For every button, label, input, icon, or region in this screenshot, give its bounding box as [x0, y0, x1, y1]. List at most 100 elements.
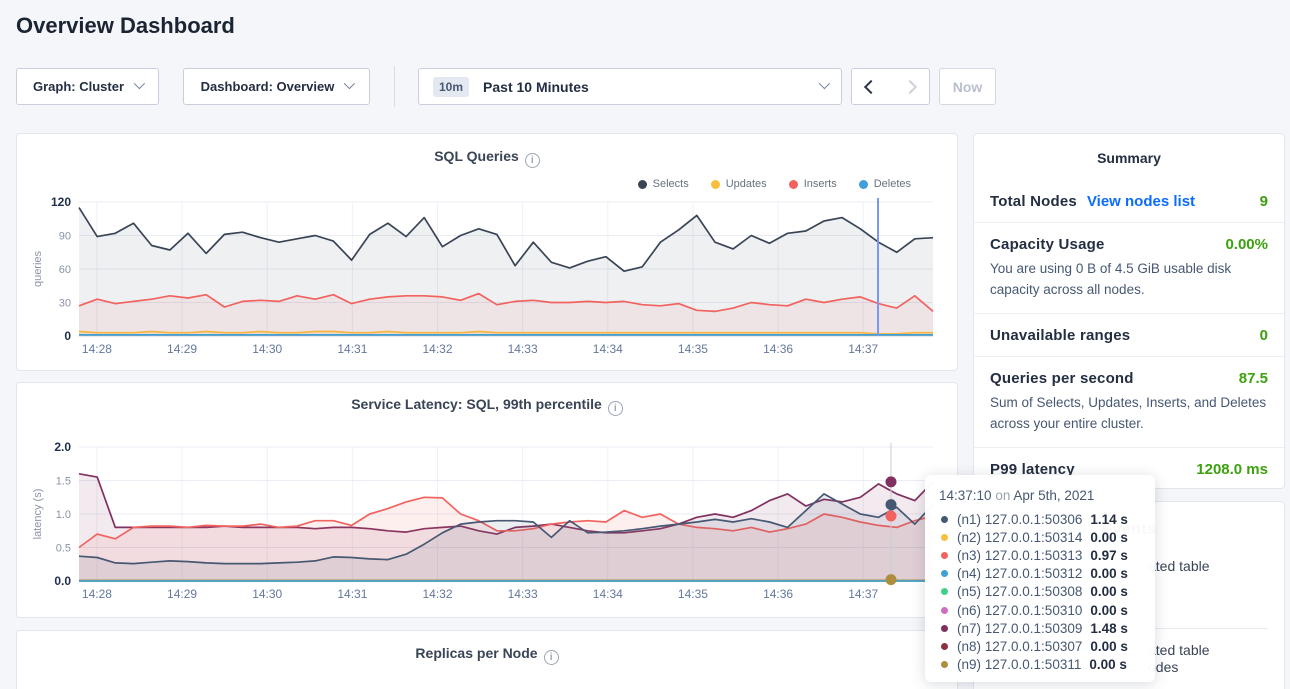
legend-item[interactable]: Updates: [711, 178, 767, 190]
tooltip-node-list: (n1) 127.0.0.1:503061.14 s(n2) 127.0.0.1…: [939, 510, 1141, 674]
info-icon[interactable]: i: [608, 401, 623, 416]
summary-row-capacity: Capacity Usage 0.00% You are using 0 B o…: [974, 222, 1284, 313]
time-forward-button[interactable]: [890, 68, 930, 105]
tooltip-date: Apr 5th, 2021: [1013, 488, 1094, 503]
svg-text:120: 120: [51, 195, 71, 209]
controls-divider: [394, 66, 395, 107]
now-button-label: Now: [953, 79, 983, 95]
svg-text:14:32: 14:32: [422, 342, 452, 356]
view-nodes-list-link[interactable]: View nodes list: [1087, 193, 1195, 210]
svg-text:queries: queries: [32, 250, 44, 287]
unavailable-ranges-label: Unavailable ranges: [990, 327, 1130, 344]
summary-row-qps: Queries per second 87.5 Sum of Selects, …: [974, 356, 1284, 447]
svg-text:0: 0: [64, 329, 71, 343]
now-button[interactable]: Now: [939, 68, 996, 105]
svg-text:14:30: 14:30: [252, 587, 282, 601]
graph-scope-dropdown[interactable]: Graph: Cluster: [16, 68, 159, 105]
svg-text:14:30: 14:30: [252, 342, 282, 356]
summary-heading: Summary: [974, 134, 1284, 176]
service-latency-title-text: Service Latency: SQL, 99th percentile: [351, 396, 602, 412]
tooltip-node-row: (n2) 127.0.0.1:50314 0.00 s: [939, 528, 1141, 546]
legend-dot: [638, 180, 647, 189]
legend-dot: [711, 180, 720, 189]
chevron-left-icon: [864, 79, 878, 93]
graph-scope-label: Graph: Cluster: [33, 79, 124, 94]
tooltip-node-row: (n8) 127.0.0.1:50307 0.00 s: [939, 637, 1141, 655]
tooltip-node-row: (n3) 127.0.0.1:50313 0.97 s: [939, 546, 1141, 564]
svg-text:14:34: 14:34: [593, 342, 623, 356]
legend-item[interactable]: Deletes: [859, 178, 911, 190]
node-address: (n4) 127.0.0.1:50312: [957, 566, 1082, 581]
legend-label: Deletes: [874, 178, 911, 190]
legend-dot: [789, 180, 798, 189]
svg-text:14:36: 14:36: [763, 342, 793, 356]
info-icon[interactable]: i: [525, 153, 540, 168]
dashboard-label: Dashboard: Overview: [201, 79, 335, 94]
time-range-dropdown[interactable]: 10m Past 10 Minutes: [418, 68, 842, 105]
svg-text:1.0: 1.0: [56, 509, 71, 521]
chevron-down-icon: [344, 77, 355, 88]
info-icon[interactable]: i: [544, 650, 559, 665]
time-back-button[interactable]: [851, 68, 891, 105]
node-color-dot: [941, 661, 948, 668]
node-latency-value: 1.48 s: [1090, 621, 1128, 636]
time-range-badge: 10m: [433, 77, 469, 97]
chevron-down-icon: [134, 77, 145, 88]
svg-text:14:28: 14:28: [82, 342, 112, 356]
capacity-usage-description: You are using 0 B of 4.5 GiB usable disk…: [990, 259, 1268, 301]
node-address: (n8) 127.0.0.1:50307: [957, 639, 1082, 654]
node-color-dot: [941, 516, 948, 523]
capacity-usage-label: Capacity Usage: [990, 236, 1105, 253]
svg-text:14:36: 14:36: [763, 587, 793, 601]
svg-text:14:34: 14:34: [593, 587, 623, 601]
chart-hover-tooltip: 14:37:10 on Apr 5th, 2021 (n1) 127.0.0.1…: [925, 475, 1155, 682]
summary-row-total-nodes: Total Nodes View nodes list 9: [974, 176, 1284, 222]
qps-label: Queries per second: [990, 370, 1134, 387]
legend-item[interactable]: Inserts: [789, 178, 837, 190]
svg-text:14:31: 14:31: [337, 587, 367, 601]
total-nodes-label: Total Nodes: [990, 193, 1077, 210]
total-nodes-value: 9: [1260, 193, 1268, 210]
tooltip-node-row: (n1) 127.0.0.1:503061.14 s: [939, 510, 1141, 528]
tooltip-node-row: (n9) 127.0.0.1:503110.00 s: [939, 656, 1141, 674]
tooltip-on-text: on: [995, 488, 1010, 503]
svg-text:14:28: 14:28: [82, 587, 112, 601]
node-color-dot: [941, 534, 948, 541]
dashboard-dropdown[interactable]: Dashboard: Overview: [183, 68, 370, 105]
node-color-dot: [941, 588, 948, 595]
service-latency-card: Service Latency: SQL, 99th percentile i 1…: [16, 382, 958, 618]
svg-text:14:32: 14:32: [422, 587, 452, 601]
legend-dot: [859, 180, 868, 189]
p99-latency-value: 1208.0 ms: [1196, 461, 1268, 478]
event-text-fragment[interactable]: ated table: [1148, 558, 1210, 574]
node-latency-value: 0.00 s: [1090, 530, 1128, 545]
tooltip-node-row: (n5) 127.0.0.1:503080.00 s: [939, 583, 1141, 601]
svg-text:14:29: 14:29: [167, 342, 197, 356]
node-latency-value: 0.00 s: [1090, 639, 1128, 654]
svg-text:14:31: 14:31: [337, 342, 367, 356]
chevron-down-icon: [819, 77, 830, 88]
svg-text:14:37: 14:37: [848, 587, 878, 601]
sql-queries-chart[interactable]: 14:2814:2914:3014:3114:3214:3314:3414:35…: [17, 192, 959, 362]
qps-value: 87.5: [1239, 370, 1268, 387]
svg-text:1.5: 1.5: [56, 476, 71, 488]
qps-description: Sum of Selects, Updates, Inserts, and De…: [990, 393, 1268, 435]
service-latency-title: Service Latency: SQL, 99th percentile i: [17, 396, 957, 416]
tooltip-node-row: (n4) 127.0.0.1:503120.00 s: [939, 565, 1141, 583]
event-text-fragment[interactable]: ated table: [1148, 642, 1210, 658]
tooltip-node-row: (n7) 127.0.0.1:503091.48 s: [939, 619, 1141, 637]
node-address: (n3) 127.0.0.1:50313: [957, 548, 1082, 563]
legend-item[interactable]: Selects: [638, 178, 689, 190]
chevron-right-icon: [902, 79, 916, 93]
replicas-title: Replicas per Nodei: [17, 645, 957, 665]
tooltip-time: 14:37:10: [939, 488, 992, 503]
node-address: (n2) 127.0.0.1:50314: [957, 530, 1082, 545]
replicas-per-node-card: Replicas per Nodei: [16, 630, 958, 689]
node-address: (n1) 127.0.0.1:50306: [957, 512, 1082, 527]
node-latency-value: 0.97 s: [1090, 548, 1128, 563]
svg-text:60: 60: [59, 264, 71, 276]
service-latency-chart[interactable]: 14:2814:2914:3014:3114:3214:3314:3414:35…: [17, 437, 959, 613]
sql-queries-card: SQL Queriesi SelectsUpdatesInsertsDelete…: [16, 133, 958, 371]
node-latency-value: 0.00 s: [1090, 603, 1128, 618]
svg-text:14:35: 14:35: [678, 342, 708, 356]
